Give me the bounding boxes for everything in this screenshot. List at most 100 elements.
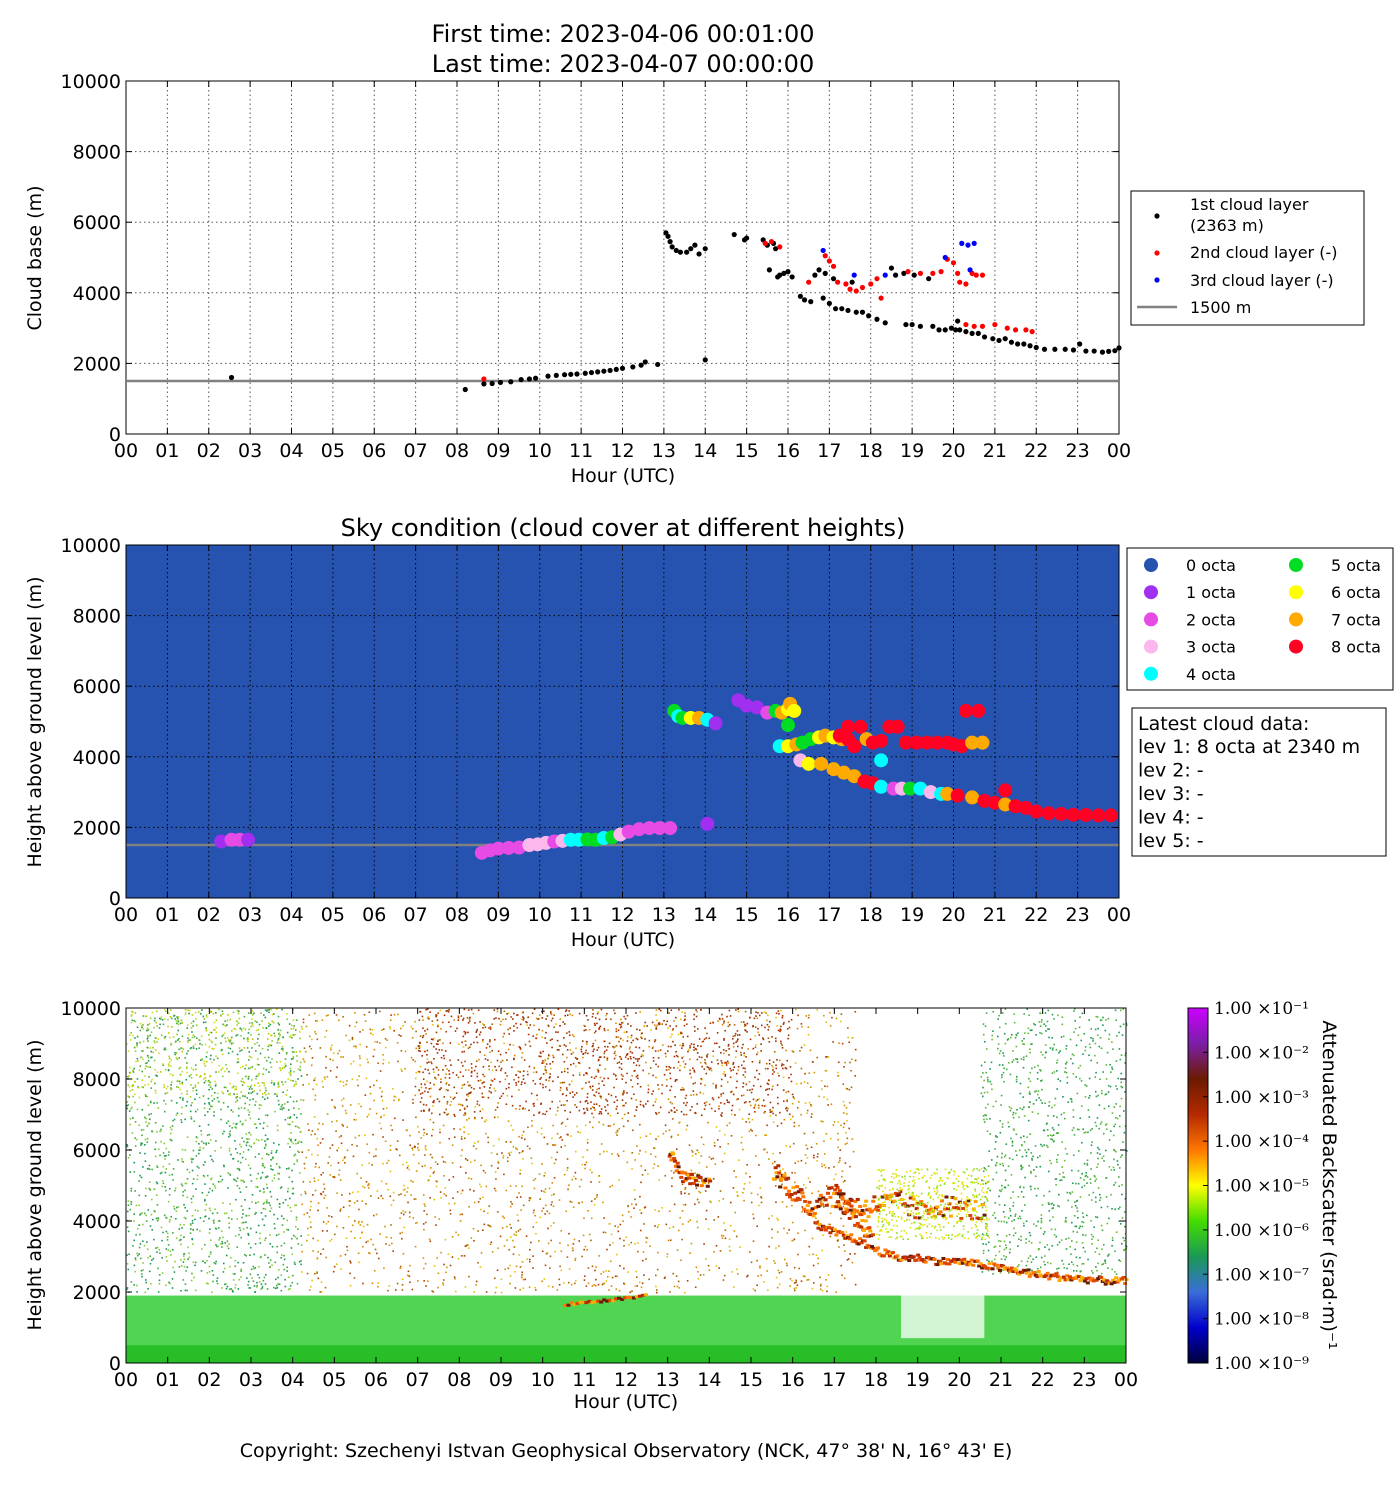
noise-green — [171, 1278, 174, 1280]
noise-warm — [484, 1171, 487, 1174]
noise-warm — [571, 1178, 574, 1181]
noise-warm — [408, 1275, 411, 1278]
noise-upper — [594, 1030, 597, 1032]
noise-warm — [672, 1226, 675, 1228]
noise-warm — [358, 1261, 360, 1264]
noise-upper — [615, 1030, 618, 1033]
noise-green — [160, 1171, 163, 1174]
noise-warm — [619, 1264, 621, 1267]
noise-green — [257, 1038, 259, 1040]
cloud-layer-1-point — [822, 270, 828, 276]
noise-upper — [591, 1085, 594, 1088]
cloud-layer-1-point — [874, 316, 880, 322]
noise-warm — [688, 1058, 691, 1061]
noise-green — [200, 1130, 202, 1132]
noise-warm — [356, 1172, 359, 1175]
octa-legend-label: 5 octa — [1331, 556, 1381, 575]
noise-green — [159, 1130, 162, 1133]
noise-warm — [772, 1061, 775, 1064]
noise-green — [180, 1234, 182, 1237]
cloud-layer-1-point — [1077, 341, 1083, 347]
noise-green — [176, 1058, 179, 1061]
noise-warm — [620, 1057, 622, 1059]
p2-xtick-label: 21 — [983, 904, 1007, 926]
noise-warm — [345, 1112, 348, 1115]
p2-ytick-label: 8000 — [73, 606, 121, 628]
noise-green — [187, 1037, 189, 1039]
noise-warm — [747, 1117, 750, 1120]
noise-warm — [347, 1215, 350, 1218]
noise-green — [195, 1140, 198, 1143]
noise-green — [126, 1210, 129, 1213]
noise-warm — [657, 1135, 660, 1138]
noise-green — [194, 1218, 196, 1221]
noise-warm — [556, 1151, 559, 1154]
noise-upper — [605, 1098, 607, 1101]
noise-warm — [588, 1028, 591, 1031]
noise-green — [208, 1088, 210, 1091]
noise-upper — [532, 1035, 535, 1037]
noise-upper — [766, 1023, 769, 1026]
noise-upper — [575, 1106, 578, 1109]
noise-warm — [366, 1223, 369, 1226]
noise-upper — [725, 1050, 728, 1052]
noise-warm — [527, 1027, 530, 1029]
noise-warm — [375, 1079, 378, 1082]
cloud-layer-1-point — [957, 327, 963, 333]
noise-upper — [741, 1047, 743, 1049]
noise-green — [164, 1035, 167, 1038]
noise-warm — [468, 1020, 471, 1022]
noise-green — [153, 1040, 156, 1042]
noise-upper — [519, 1071, 521, 1073]
noise-warm — [319, 1253, 322, 1255]
noise-warm — [302, 1180, 305, 1183]
noise-green — [248, 1144, 251, 1147]
noise-upper — [644, 1021, 646, 1024]
noise-green — [209, 1139, 212, 1141]
noise-green — [249, 1254, 251, 1257]
noise-green — [300, 1263, 302, 1266]
noise-upper — [732, 1093, 735, 1096]
noise-green — [299, 1172, 301, 1174]
noise-warm — [393, 1030, 396, 1032]
noise-warm — [496, 1153, 498, 1155]
noise-warm — [569, 1200, 572, 1203]
noise-upper — [630, 1041, 633, 1044]
noise-warm — [474, 1116, 476, 1119]
noise-green — [186, 1289, 188, 1292]
noise-warm — [401, 1091, 404, 1093]
noise-warm — [565, 1045, 567, 1047]
noise-warm — [435, 1185, 438, 1188]
noise-green — [201, 1044, 203, 1046]
noise-warm — [546, 1143, 549, 1145]
noise-green — [266, 1201, 268, 1203]
noise-warm — [767, 1289, 769, 1292]
cloud-base-panel: 00 01 02 03 04 05 06 07 08 09 10 11 12 13 14 15 16 17 18 19… — [24, 71, 1365, 487]
noise-green — [142, 1086, 144, 1089]
noise-warm — [554, 1250, 556, 1253]
noise-upper — [630, 1057, 632, 1060]
noise-green — [236, 1034, 239, 1036]
noise-warm — [358, 1075, 360, 1077]
noise-warm — [708, 1156, 711, 1158]
noise-warm — [432, 1024, 434, 1026]
noise-green — [129, 1117, 132, 1120]
noise-warm — [668, 1210, 671, 1213]
noise-green — [208, 1232, 211, 1234]
noise-warm — [504, 1078, 507, 1081]
noise-warm — [333, 1105, 336, 1108]
noise-upper — [440, 1056, 443, 1059]
noise-warm — [518, 1089, 520, 1091]
noise-green — [169, 1126, 172, 1129]
noise-warm — [750, 1104, 752, 1107]
noise-upper — [473, 1111, 476, 1113]
noise-green — [274, 1110, 276, 1113]
octa-point-7 — [814, 756, 829, 771]
noise-green — [256, 1281, 258, 1284]
noise-green — [240, 1276, 242, 1278]
noise-green — [150, 1031, 153, 1033]
cloud-layer-1-point — [588, 369, 595, 376]
noise-green — [221, 1075, 224, 1078]
octa-point-1 — [700, 816, 715, 831]
noise-warm — [848, 1127, 850, 1130]
